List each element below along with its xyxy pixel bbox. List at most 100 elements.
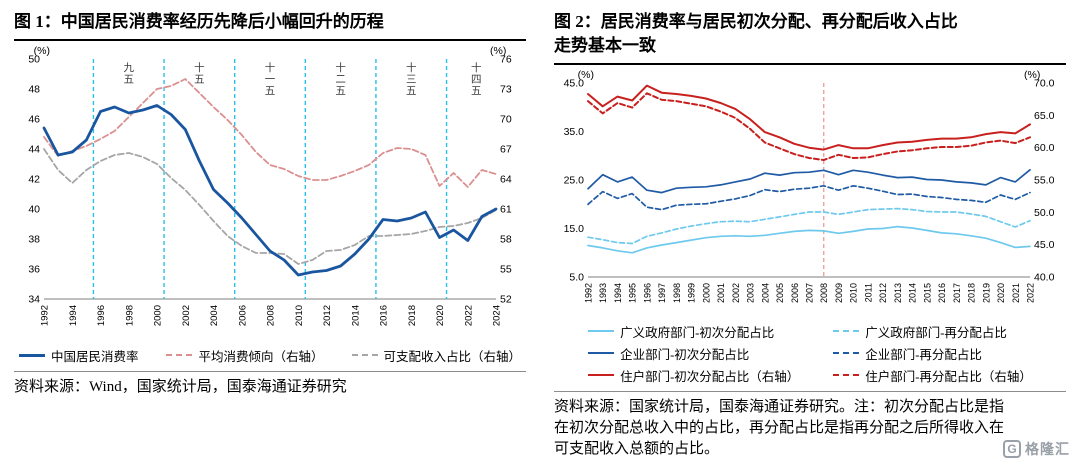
left-axis-unit: (%) (34, 45, 50, 57)
legend-item: 住户部门-初次分配占比（右轴） (588, 366, 799, 385)
legend-label: 可支配收入占比（右轴） (383, 349, 522, 364)
axis-tick-label: 2000 (701, 283, 711, 303)
axis-tick-label: 1999 (687, 283, 697, 303)
axis-tick-label: 2002 (731, 283, 741, 303)
plan-period-label: 十二五 (335, 61, 346, 97)
legend-item: 可支配收入占比（右轴） (351, 346, 522, 365)
axis-tick-label: 2016 (379, 305, 390, 326)
axis-tick-label: 40 (28, 203, 40, 215)
axis-tick-label: 61 (500, 203, 512, 215)
legend-item: 企业部门-初次分配占比 (588, 344, 799, 363)
axis-tick-label: 2022 (463, 305, 474, 326)
figure2-title-block: 图 2：居民消费率与居民初次分配、再分配后收入占比走势基本一致 (554, 8, 1066, 65)
axis-tick-label: 2020 (435, 305, 446, 326)
axis-tick-label: 2019 (981, 283, 991, 303)
plan-period-label: 十五 (194, 61, 205, 86)
gelonghui-logo-text: 格隆汇 (1025, 443, 1070, 458)
figure2-source: 资料来源：国家统计局，国泰海通证券研究。注：初次分配占比是指在初次分配总收入中的… (554, 398, 1005, 458)
axis-tick-label: 2013 (893, 283, 903, 303)
series-line (42, 103, 498, 277)
axis-tick-label: 1996 (96, 305, 107, 326)
axis-tick-label: 2010 (849, 283, 859, 303)
legend-label: 广义政府部门-再分配占比 (865, 325, 1007, 340)
axis-tick-label: 2016 (937, 283, 947, 303)
axis-tick-label: 40.0 (1034, 271, 1055, 283)
axis-tick-label: 50.0 (1034, 206, 1055, 218)
figure1-title: 图 1：中国居民消费率经历先降后小幅回升的历程 (14, 12, 384, 31)
axis-tick-label: 65.0 (1034, 109, 1055, 121)
axis-tick-label: 2003 (746, 283, 756, 303)
legend-item: 广义政府部门-再分配占比 (833, 322, 1032, 341)
axis-tick-label: 58 (500, 233, 512, 245)
axis-tick-label: 2024 (492, 305, 503, 326)
axis-tick-label: 2005 (775, 283, 785, 303)
figure1-title-block: 图 1：中国居民消费率经历先降后小幅回升的历程 (14, 8, 526, 41)
dashed-line-sample (166, 354, 193, 357)
axis-tick-label: 70 (500, 113, 512, 125)
figure1-source: 资料来源：Wind，国家统计局，国泰海通证券研究 (14, 378, 347, 395)
axis-tick-label: 2014 (350, 305, 361, 326)
axis-tick-label: 45.0 (564, 77, 585, 89)
axis-tick-label: 2008 (266, 305, 277, 326)
axis-tick-label: 2006 (237, 305, 248, 326)
legend-label: 住户部门-初次分配占比（右轴） (620, 369, 800, 384)
axis-tick-label: 2011 (863, 283, 873, 302)
axis-tick-label: 2008 (819, 283, 829, 303)
axis-tick-label: 48 (28, 83, 40, 95)
legend-item: 住户部门-再分配占比（右轴） (833, 366, 1032, 385)
left-axis-unit: (%) (578, 69, 594, 81)
dashed-line-sample (833, 374, 860, 377)
axis-tick-label: 45.0 (1034, 239, 1055, 251)
axis-tick-label: 1998 (672, 283, 682, 303)
axis-tick-label: 2015 (922, 283, 932, 303)
figure2-title: 图 2：居民消费率与居民初次分配、再分配后收入占比走势基本一致 (554, 12, 958, 55)
axis-tick-label: 1993 (598, 283, 608, 303)
axis-tick-label: 50 (28, 53, 40, 65)
axis-tick-label: 2004 (209, 305, 220, 326)
legend-label: 平均消费倾向（右轴） (198, 349, 324, 364)
axis-tick-label: 1995 (628, 283, 638, 303)
figure2-line-chart: (%) (%) 5.0 15.0 25.0 35.0 45.0 40.0 45.0 50.0 55.… (564, 69, 1055, 303)
axis-tick-label: 2012 (878, 283, 888, 303)
axis-tick-label: 2017 (952, 283, 962, 303)
dashed-line-sample (351, 354, 378, 357)
axis-tick-label: 1994 (613, 283, 623, 303)
series-line (587, 207, 1031, 244)
axis-tick-label: 46 (28, 113, 40, 125)
series-line (587, 225, 1031, 254)
axis-tick-label: 36 (28, 263, 40, 275)
axis-tick-label: 76 (500, 53, 512, 65)
axis-tick-label: 2020 (996, 283, 1006, 303)
solid-line-sample (18, 353, 45, 357)
legend-label: 企业部门-初次分配占比 (620, 347, 750, 362)
series-line (587, 168, 1031, 194)
axis-tick-label: 2006 (790, 283, 800, 303)
axis-tick-label: 2002 (181, 305, 192, 326)
figure2-legend: 广义政府部门-初次分配占比 广义政府部门-再分配占比企业部门-初次分配占比 企业部门… (554, 322, 1066, 385)
legend-label: 广义政府部门-初次分配占比 (620, 325, 775, 340)
axis-tick-label: 60.0 (1034, 142, 1055, 154)
gelonghui-logo: G 格隆汇 (1003, 439, 1070, 459)
axis-tick-label: 5.0 (569, 271, 584, 283)
axis-tick-label: 1994 (68, 305, 79, 326)
right-axis-unit: (%) (490, 45, 506, 57)
axis-tick-label: 70.0 (1034, 77, 1055, 89)
axis-tick-label: 2014 (908, 283, 918, 303)
axis-tick-label: 2021 (1011, 283, 1021, 303)
series-line (587, 184, 1031, 211)
figure1-legend: 中国居民消费率 平均消费倾向（右轴） 可支配收入占比（右轴） (14, 346, 526, 365)
legend-label: 企业部门-再分配占比 (865, 347, 982, 362)
axis-tick-label: 25.0 (564, 174, 585, 186)
axis-tick-label: 2009 (834, 283, 844, 303)
series-line (43, 147, 497, 265)
axis-tick-label: 1996 (642, 283, 652, 303)
right-axis-unit: (%) (1024, 69, 1040, 81)
axis-tick-label: 1992 (584, 283, 594, 303)
axis-tick-label: 52 (500, 293, 512, 305)
legend-item: 企业部门-再分配占比 (833, 344, 1032, 363)
series-line (587, 91, 1031, 161)
axis-tick-label: 2018 (407, 305, 418, 326)
axis-tick-label: 64 (500, 173, 512, 185)
axis-tick-label: 67 (500, 143, 512, 155)
